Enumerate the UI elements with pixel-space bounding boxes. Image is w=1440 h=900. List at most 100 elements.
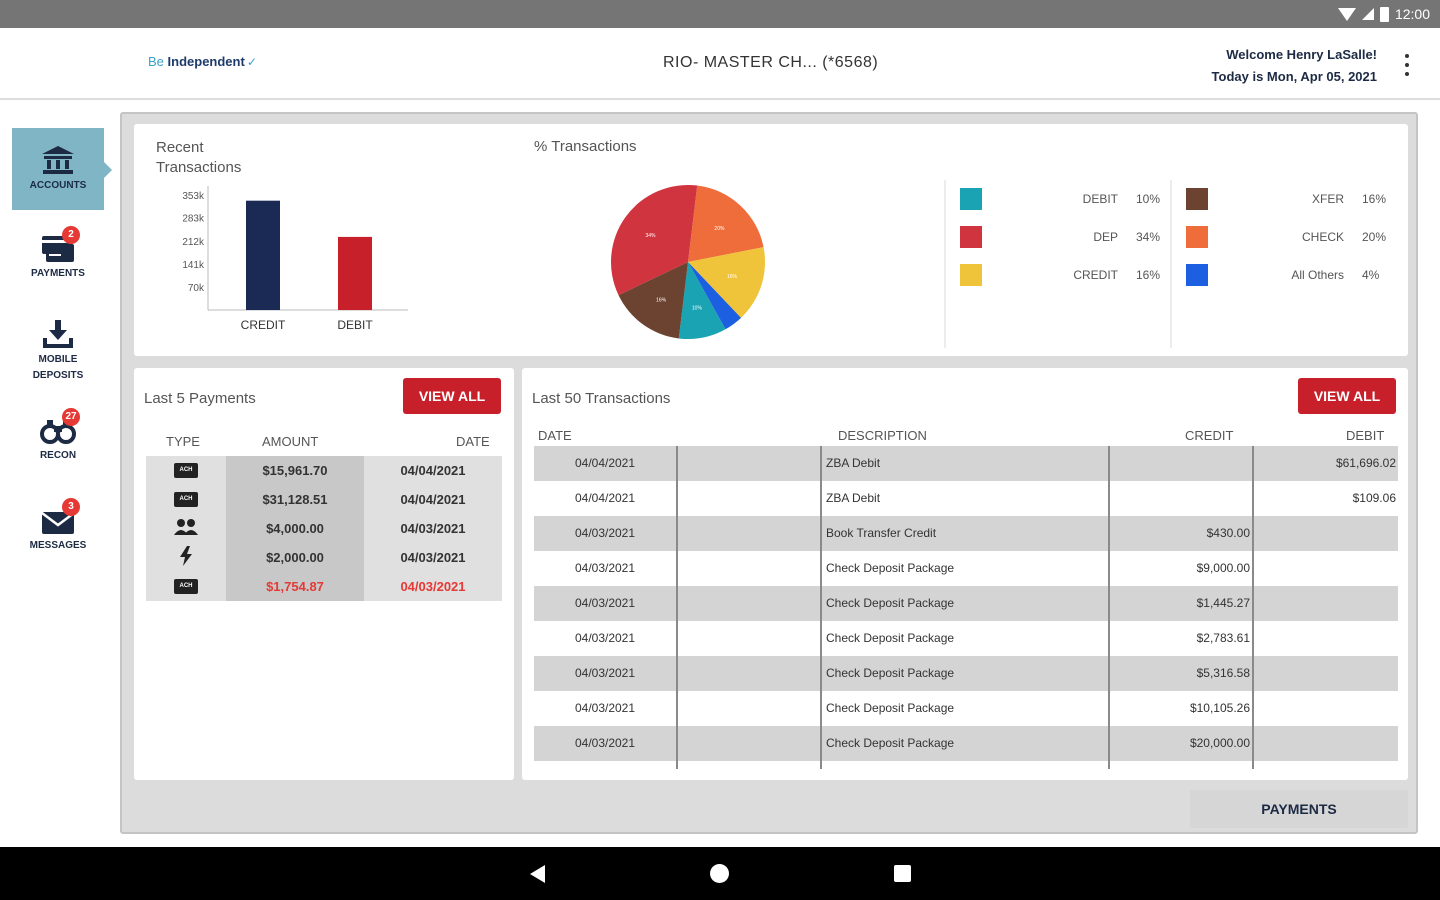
payment-date: 04/04/2021 <box>400 463 466 478</box>
trx-description: Book Transfer Credit <box>822 516 1110 551</box>
payments-badge: 2 <box>62 226 80 244</box>
today-date: Today is Mon, Apr 05, 2021 <box>1211 69 1377 84</box>
legend-item-xfer: XFER 16% <box>1186 188 1408 210</box>
legend-item-all-others: All Others 4% <box>1186 264 1408 286</box>
trx-date: 04/04/2021 <box>534 446 678 481</box>
transactions-table[interactable]: 04/04/2021 ZBA Debit $61,696.02 04/04/2021 Z… <box>534 446 1398 769</box>
home-icon[interactable] <box>710 864 729 883</box>
legend-pct: 16% <box>1136 268 1161 282</box>
sidebar-item-label: PAYMENTS <box>31 268 85 279</box>
trx-credit: $10,105.26 <box>1110 691 1254 726</box>
app-logo[interactable]: Be Independent ✓ <box>148 54 257 69</box>
legend-pct: 4% <box>1362 268 1380 282</box>
payment-type: ACH <box>146 579 226 594</box>
sidebar: ACCOUNTS 2 PAYMENTS MOBILE DEPOSITS 27 R… <box>0 102 112 847</box>
pie-slice-label: 10% <box>692 305 703 311</box>
payments-type-header: TYPE <box>166 434 200 449</box>
trx-spacer <box>678 516 822 551</box>
transaction-row[interactable]: 04/03/2021 Check Deposit Package $20,000.0… <box>534 726 1398 761</box>
ach-icon: ACH <box>174 579 198 594</box>
pie-slice-debit <box>678 262 726 339</box>
trx-spacer <box>678 621 822 656</box>
pie-slice-all-others <box>688 262 742 330</box>
transaction-row[interactable]: 04/03/2021 Check Deposit Package $5,316.58 <box>534 656 1398 691</box>
payment-date: 04/03/2021 <box>400 521 466 536</box>
payment-row[interactable]: ACH $15,961.70 04/04/2021 <box>146 456 502 485</box>
sidebar-item-mobile-deposits[interactable]: MOBILE DEPOSITS <box>12 318 104 384</box>
trx-spacer <box>678 481 822 516</box>
payments-tab-button[interactable]: PAYMENTS <box>1190 790 1408 828</box>
pie-slice-dep <box>611 185 698 296</box>
trx-date: 04/04/2021 <box>534 481 678 516</box>
transactions-view-all-button[interactable]: VIEW ALL <box>1298 378 1396 414</box>
payment-amount: $2,000.00 <box>226 543 364 572</box>
ach-icon: ACH <box>174 492 198 507</box>
transaction-row[interactable]: 04/04/2021 ZBA Debit $109.06 <box>534 481 1398 516</box>
trx-debit <box>1254 621 1398 656</box>
transaction-row[interactable]: 04/03/2021 Book Transfer Credit $430.00 <box>534 516 1398 551</box>
sidebar-item-label: MOBILE DEPOSITS <box>32 354 84 381</box>
trx-date: 04/03/2021 <box>534 551 678 586</box>
payments-date-header: DATE <box>456 434 490 449</box>
sidebar-item-messages[interactable]: 3 MESSAGES <box>12 498 104 554</box>
trx-date: 04/03/2021 <box>534 656 678 691</box>
payment-amount: $1,754.87 <box>226 572 364 601</box>
payment-date: 04/03/2021 <box>400 579 466 594</box>
last-transactions-title: Last 50 Transactions <box>532 390 671 407</box>
sidebar-item-payments[interactable]: 2 PAYMENTS <box>12 226 104 282</box>
sidebar-item-recon[interactable]: 27 RECON <box>12 408 104 464</box>
dashboard-panel: Recent Transactions 353k 283k 212k 141k 70k C… <box>120 112 1418 834</box>
sidebar-item-accounts[interactable]: ACCOUNTS <box>12 128 112 210</box>
legend-divider <box>1170 180 1172 348</box>
y-tick-label: 353k <box>182 191 205 202</box>
payment-row[interactable]: $2,000.00 04/03/2021 <box>146 543 502 572</box>
trx-debit: $61,696.02 <box>1335 456 1396 470</box>
trx-spacer <box>678 726 822 761</box>
transaction-row[interactable]: 04/03/2021 Check Deposit Package $2,783.61 <box>534 621 1398 656</box>
people-icon <box>173 518 199 539</box>
legend-swatch <box>960 264 982 286</box>
trx-credit: $430.00 <box>1110 516 1254 551</box>
recents-icon[interactable] <box>894 865 911 882</box>
payments-amount-header: AMOUNT <box>262 434 319 449</box>
trx-description: Check Deposit Package <box>822 691 1110 726</box>
sidebar-item-label: ACCOUNTS <box>29 180 87 191</box>
messages-badge: 3 <box>62 498 80 516</box>
transaction-row[interactable]: 04/03/2021 Check Deposit Package $9,000.00 <box>534 551 1398 586</box>
pie-slice-check <box>688 185 764 262</box>
pct-transactions-pie-chart: 20% 16% 10% 16% 34% <box>611 185 765 339</box>
payment-row[interactable]: $4,000.00 04/03/2021 <box>146 514 502 543</box>
payments-view-all-button[interactable]: VIEW ALL <box>403 378 501 414</box>
transaction-row[interactable]: 04/04/2021 ZBA Debit $61,696.02 <box>534 446 1398 481</box>
trx-spacer <box>678 656 822 691</box>
download-icon <box>38 318 78 350</box>
overflow-menu-icon[interactable] <box>1400 54 1414 76</box>
trx-spacer <box>678 691 822 726</box>
trx-debit <box>1254 551 1398 586</box>
transaction-row[interactable]: 04/03/2021 Check Deposit Package $1,445.27 <box>534 586 1398 621</box>
legend-swatch <box>960 188 982 210</box>
legend-pct: 20% <box>1362 230 1387 244</box>
welcome-block: Welcome Henry LaSalle! Today is Mon, Apr… <box>1212 44 1377 88</box>
account-title[interactable]: RIO- MASTER CH... (*6568) <box>663 54 879 71</box>
legend-divider <box>944 180 946 348</box>
recon-badge: 27 <box>62 408 80 426</box>
trx-credit: $9,000.00 <box>1110 551 1254 586</box>
trx-date: 04/03/2021 <box>534 621 678 656</box>
welcome-text: Welcome Henry LaSalle! <box>1226 47 1377 62</box>
status-time: 12:00 <box>1394 6 1430 22</box>
legend-swatch <box>1186 226 1208 248</box>
transaction-row[interactable]: 04/03/2021 Check Deposit Package $10,105.2… <box>534 691 1398 726</box>
payment-row[interactable]: ACH $1,754.87 04/03/2021 <box>146 572 502 601</box>
trx-date: 04/03/2021 <box>534 516 678 551</box>
system-nav-bar <box>0 847 1440 900</box>
back-icon[interactable] <box>530 865 545 883</box>
bird-icon: ✓ <box>246 55 257 69</box>
payment-type: ACH <box>146 492 226 507</box>
trx-spacer <box>678 446 822 481</box>
last-transactions-card: Last 50 Transactions VIEW ALL DATE DESCR… <box>522 368 1408 780</box>
payment-row[interactable]: ACH $31,128.51 04/04/2021 <box>146 485 502 514</box>
trx-credit <box>1110 481 1254 516</box>
charts-card: Recent Transactions 353k 283k 212k 141k 70k C… <box>134 124 1408 356</box>
trx-debit <box>1254 656 1398 691</box>
